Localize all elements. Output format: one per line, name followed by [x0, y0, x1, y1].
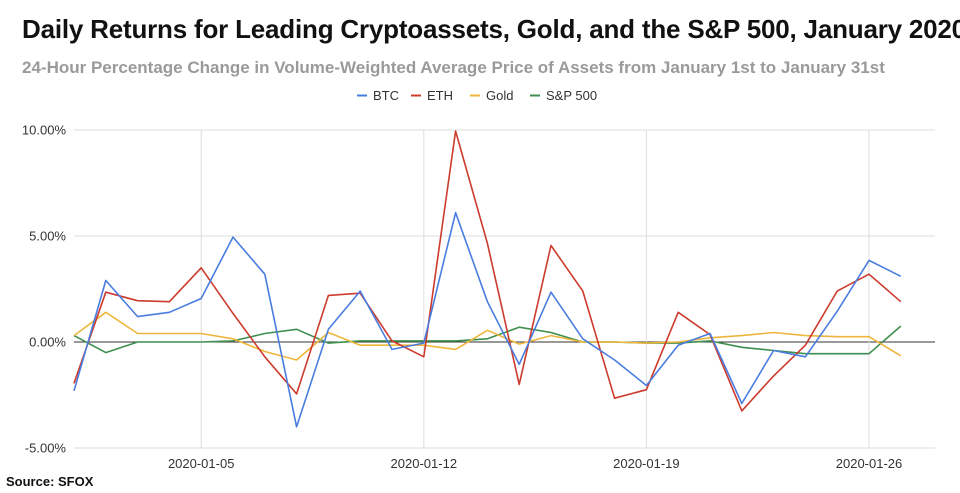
y-tick-label: 5.00% — [29, 229, 66, 244]
legend-label: ETH — [427, 88, 453, 103]
horizontal-gridlines — [74, 129, 935, 449]
series-line-gold — [73, 311, 902, 361]
series-lines — [73, 130, 902, 428]
legend-label: S&P 500 — [546, 88, 597, 103]
y-tick-label: 0.00% — [29, 335, 66, 350]
vertical-gridlines — [200, 130, 870, 448]
series-line-eth — [73, 130, 902, 412]
chart-subtitle: 24-Hour Percentage Change in Volume-Weig… — [22, 58, 885, 77]
series-line-s-p-500 — [73, 325, 902, 355]
legend: BTC ETH Gold S&P 500 — [357, 88, 597, 103]
legend-label: BTC — [373, 88, 399, 103]
source-note: Source: SFOX — [6, 474, 94, 489]
chart-title: Daily Returns for Leading Cryptoassets, … — [22, 14, 960, 44]
y-tick-label: -5.00% — [25, 441, 67, 456]
y-axis-tick-labels: 10.00% 5.00% 0.00% -5.00% — [22, 123, 67, 456]
x-tick-label: 2020-01-26 — [836, 456, 903, 471]
x-axis-tick-labels: 2020-01-05 2020-01-12 2020-01-19 2020-01-26 — [168, 456, 902, 471]
x-tick-label: 2020-01-19 — [613, 456, 680, 471]
legend-label: Gold — [486, 88, 513, 103]
x-tick-label: 2020-01-12 — [391, 456, 458, 471]
y-tick-label: 10.00% — [22, 123, 67, 138]
series-line-btc — [73, 211, 902, 428]
x-tick-label: 2020-01-05 — [168, 456, 235, 471]
